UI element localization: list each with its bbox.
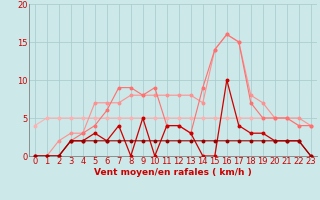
X-axis label: Vent moyen/en rafales ( km/h ): Vent moyen/en rafales ( km/h ) [94, 168, 252, 177]
